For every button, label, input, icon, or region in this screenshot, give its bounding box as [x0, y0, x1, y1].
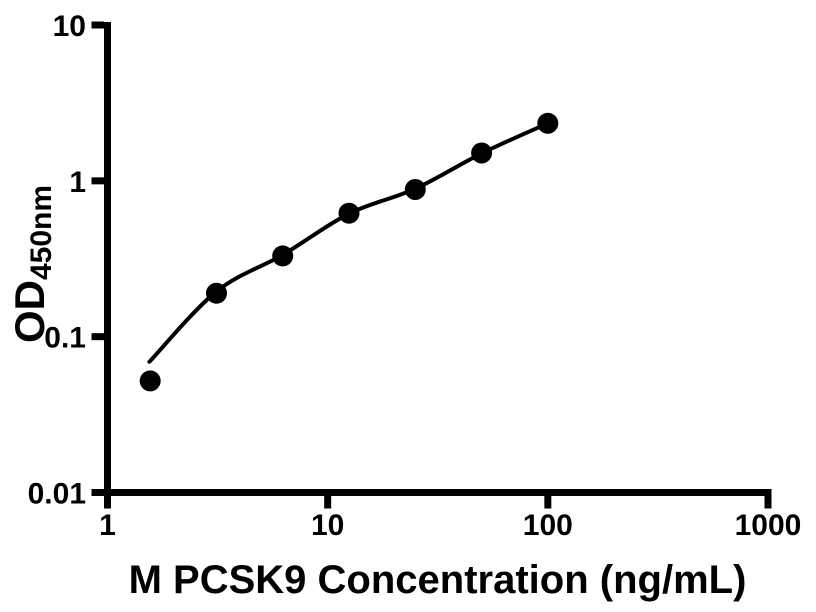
- data-point: [206, 282, 227, 304]
- y-axis-tick-label: 10: [53, 10, 86, 43]
- y-axis-title-subscript: 450nm: [25, 184, 58, 281]
- y-axis-title: OD450nm: [6, 185, 58, 344]
- y-axis-title-main: OD: [6, 280, 53, 344]
- data-point: [338, 202, 360, 224]
- x-axis-tick-label: 10: [311, 509, 344, 542]
- data-point: [272, 245, 294, 267]
- data-point: [404, 179, 426, 200]
- y-axis-tick-label: 1: [69, 166, 86, 199]
- data-point: [537, 112, 559, 134]
- x-axis-title: M PCSK9 Concentration (ng/mL): [128, 558, 747, 602]
- y-axis-tick-label: 0.1: [44, 322, 86, 355]
- x-axis-tick-label: 100: [523, 509, 573, 542]
- x-axis-tick-label: 1000: [735, 509, 802, 542]
- axis-lines: [104, 22, 772, 496]
- data-point: [471, 142, 493, 164]
- y-axis-tick-label: 0.01: [28, 478, 86, 511]
- data-point: [139, 370, 161, 392]
- x-axis-tick-label: 1: [99, 509, 116, 542]
